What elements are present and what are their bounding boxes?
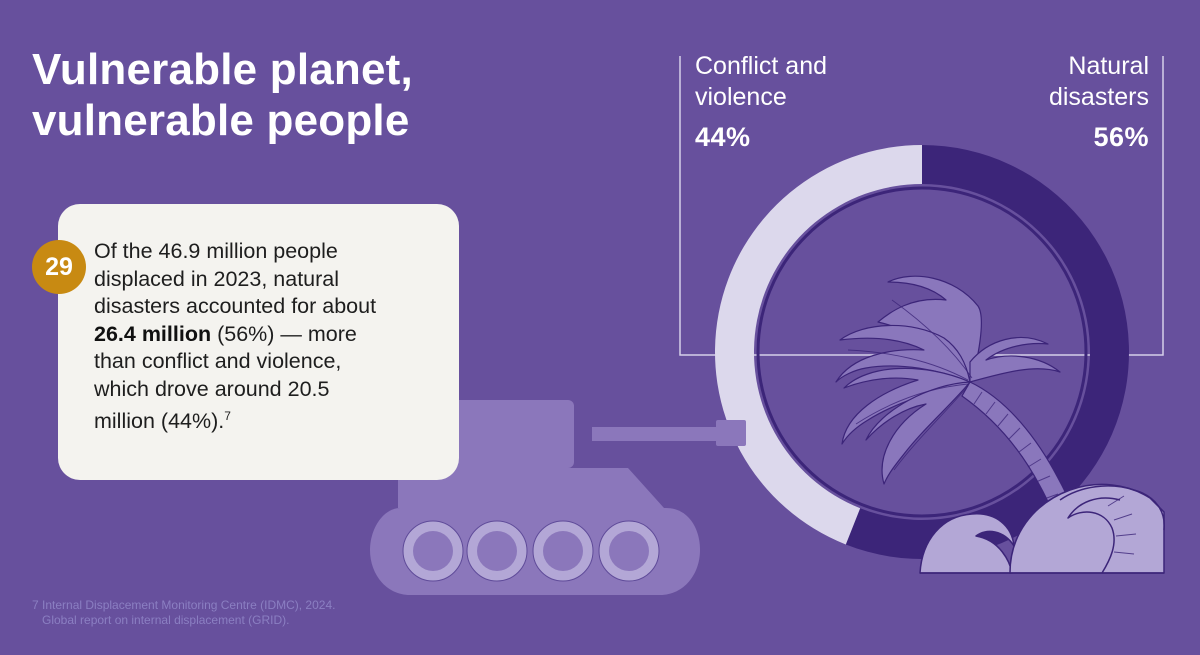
tank-wheel-hub-2 — [477, 531, 517, 571]
tank-wheel-hub-4 — [609, 531, 649, 571]
wave-icon — [919, 483, 1165, 574]
stat-number-badge: 29 — [32, 240, 86, 294]
conflict-label-line-1: Conflict and — [695, 52, 828, 80]
natural-percent: 56% — [1093, 122, 1149, 152]
tank-turret — [438, 400, 574, 468]
tank-barrel — [592, 427, 717, 441]
tank-wheel-hub-1 — [413, 531, 453, 571]
footnote-line-1: 7 Internal Displacement Monitoring Centr… — [32, 598, 336, 612]
footnote-ref[interactable]: 7 — [224, 409, 231, 423]
card-line-7: million (44%).7 — [94, 403, 444, 436]
title-line-2: vulnerable people — [32, 96, 410, 146]
conflict-label: Conflict and violence 44% — [695, 51, 828, 152]
donut-slice-natural-disasters — [845, 145, 1130, 560]
tank-muzzle — [716, 420, 746, 446]
card-line-2: displaced in 2023, natural — [94, 266, 340, 291]
natural-label-line-2: disasters — [1048, 83, 1149, 111]
conflict-percent: 44% — [695, 122, 751, 152]
card-line-5: than conflict and violence, — [94, 349, 342, 373]
tank-icon — [370, 400, 746, 595]
donut-chart — [715, 145, 1130, 560]
tank-wheels — [402, 520, 660, 582]
footnote-line-2: Global report on internal displacement (… — [42, 613, 290, 627]
card-text: Of the 46.9 million people displaced in … — [94, 238, 444, 436]
tank-wheel-hub-3 — [543, 531, 583, 571]
page-title: Vulnerable planet, vulnerable people — [32, 44, 413, 146]
natural-disasters-label: Natural disasters 56% — [1048, 51, 1149, 152]
natural-label-line-1: Natural — [1068, 52, 1149, 80]
card-line-1: Of the 46.9 million people — [94, 239, 338, 263]
footnote: 7 Internal Displacement Monitoring Centr… — [32, 598, 335, 628]
card-line-4: 26.4 million (56%) — more — [94, 321, 444, 349]
title-line-1: Vulnerable planet, — [32, 45, 413, 94]
card-line-7-text: million (44%). — [94, 409, 225, 434]
highlight-figure: 26.4 million — [94, 321, 212, 346]
card-line-6: which drove around 20.5 — [94, 376, 330, 401]
donut-inner-ring — [756, 186, 1088, 518]
card-line-3: disasters accounted for about — [94, 294, 377, 318]
card-line-4-rest: (56%) — more — [211, 321, 357, 346]
conflict-label-line-2: violence — [695, 83, 787, 111]
donut-slice-conflict-violence — [715, 145, 922, 545]
tank-hull — [398, 468, 664, 508]
info-card — [58, 204, 459, 480]
